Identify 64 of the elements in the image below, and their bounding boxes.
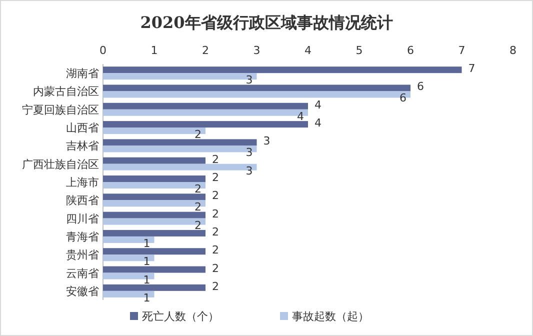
bar — [103, 66, 462, 74]
data-label: 1 — [143, 236, 150, 250]
x-tick-label: 3 — [253, 44, 260, 57]
data-label: 2 — [212, 189, 219, 202]
data-label: 2 — [194, 128, 202, 142]
data-label: 6 — [417, 80, 424, 94]
data-label: 2 — [194, 182, 202, 196]
y-tick-label: 安徽省 — [66, 284, 99, 298]
chart-title: 2020年省级行政区域事故情况统计 — [140, 13, 393, 32]
y-tick-label: 上海市 — [66, 176, 99, 189]
x-tick-label: 2 — [202, 44, 209, 57]
y-tick-label: 山西省 — [66, 122, 99, 135]
y-tick-label: 陕西省 — [66, 194, 99, 208]
bar — [103, 248, 206, 255]
y-tick-label: 内蒙古自治区 — [33, 85, 99, 98]
bar — [103, 102, 308, 110]
x-tick-label: 6 — [407, 44, 414, 57]
bar — [103, 157, 206, 164]
x-tick-label: 1 — [150, 44, 158, 57]
y-tick-label: 四川省 — [66, 212, 99, 226]
data-label: 1 — [143, 273, 150, 286]
data-label: 2 — [212, 280, 219, 293]
y-tick-label: 宁夏回族自治区 — [22, 103, 99, 116]
x-tick-label: 0 — [100, 44, 106, 57]
data-label: 2 — [212, 171, 219, 184]
legend-label: 死亡人数（个） — [142, 310, 219, 323]
data-label: 2 — [194, 200, 202, 214]
data-label: 3 — [246, 74, 253, 87]
data-label: 3 — [246, 164, 253, 178]
x-tick-label: 5 — [356, 44, 363, 57]
data-label: 2 — [194, 218, 202, 232]
x-tick-label: 7 — [458, 44, 466, 57]
y-tick-label: 贵州省 — [66, 248, 99, 262]
x-tick-label: 4 — [304, 44, 312, 57]
data-label: 2 — [212, 244, 219, 257]
data-label: 4 — [314, 116, 322, 130]
bar — [103, 284, 206, 291]
data-label: 4 — [314, 98, 322, 112]
bar — [103, 139, 257, 146]
data-label: 2 — [212, 152, 219, 166]
data-label: 2 — [212, 207, 219, 220]
bar — [103, 121, 308, 128]
data-label: 1 — [143, 255, 150, 268]
data-label: 3 — [263, 134, 270, 148]
y-tick-label: 云南省 — [66, 266, 99, 280]
y-tick-label: 吉林省 — [66, 140, 99, 153]
bar — [103, 266, 206, 273]
data-label: 7 — [468, 62, 476, 76]
y-tick-label: 广西壮族自治区 — [22, 158, 99, 171]
bar — [103, 230, 206, 236]
data-label: 1 — [143, 291, 150, 304]
bar — [103, 176, 206, 182]
data-label: 2 — [212, 262, 219, 275]
y-tick-label: 湖南省 — [66, 67, 99, 80]
bar — [103, 194, 206, 200]
x-tick-label: 8 — [510, 44, 516, 57]
data-label: 3 — [246, 146, 253, 160]
bar — [103, 212, 206, 218]
bar — [103, 84, 410, 92]
data-label: 6 — [400, 92, 406, 105]
data-label: 4 — [297, 110, 304, 123]
legend-label: 事故起数（起） — [292, 310, 369, 323]
data-label: 2 — [212, 225, 219, 238]
y-tick-label: 青海省 — [66, 230, 99, 244]
